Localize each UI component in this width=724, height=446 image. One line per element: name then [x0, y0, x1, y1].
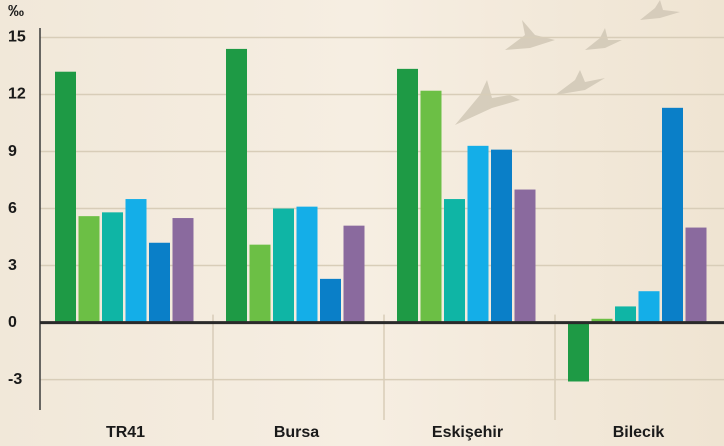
bar	[226, 48, 247, 323]
birds-decoration	[455, 0, 680, 125]
y-tick-label: -3	[8, 371, 22, 388]
bar	[638, 291, 660, 323]
y-tick-label: 15	[8, 29, 26, 46]
bar	[444, 199, 465, 323]
bar	[467, 145, 489, 323]
bar	[249, 244, 271, 323]
y-axis-unit: ‰	[8, 3, 24, 20]
bar	[149, 242, 170, 323]
bar	[55, 71, 76, 323]
y-tick-label: 3	[8, 257, 17, 274]
bar	[320, 278, 341, 323]
bar	[662, 107, 683, 323]
x-tick-label: Eskişehir	[432, 424, 503, 441]
x-tick-label: TR41	[106, 424, 145, 441]
bar	[296, 206, 318, 323]
bar	[172, 218, 194, 323]
bar	[420, 90, 442, 323]
bar	[343, 225, 365, 323]
bar	[514, 189, 536, 323]
bar	[591, 318, 613, 323]
y-tick-label: 6	[8, 200, 17, 217]
bar	[685, 227, 707, 323]
y-tick-label: 12	[8, 86, 26, 103]
x-tick-label: Bilecik	[613, 424, 665, 441]
bar	[273, 208, 294, 323]
bar	[125, 199, 147, 323]
x-tick-label: Bursa	[274, 424, 319, 441]
y-tick-label: 0	[8, 314, 17, 331]
bar	[615, 306, 636, 323]
bar	[78, 216, 100, 323]
bar	[491, 149, 512, 323]
bar	[568, 322, 589, 382]
y-tick-label: 9	[8, 143, 17, 160]
bar	[397, 68, 418, 323]
bar	[102, 212, 123, 323]
